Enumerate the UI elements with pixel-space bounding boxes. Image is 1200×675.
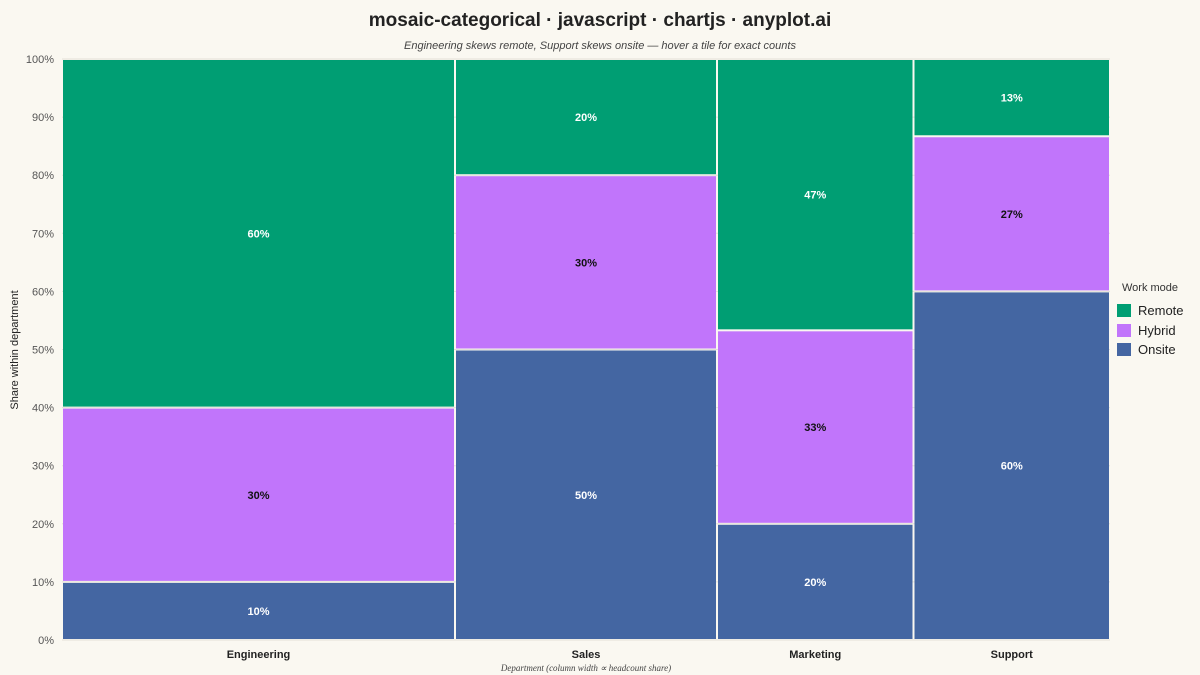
tile-marketing-onsite[interactable] [718,524,913,639]
tile-value-label: 30% [575,257,597,269]
legend-label: Remote [1138,303,1184,319]
tile-sales-hybrid[interactable] [456,176,716,349]
tile-marketing-hybrid[interactable] [718,331,913,523]
tile-value-label: 20% [575,112,597,124]
legend-label: Hybrid [1138,322,1176,338]
tile-sales-remote[interactable] [456,60,716,175]
y-axis-label: Share within department [9,290,21,409]
tile-value-label: 27% [1001,209,1023,221]
legend-label: Onsite [1138,342,1176,358]
y-tick-label: 10% [32,577,54,589]
x-axis-categories: Engineering Sales Marketing Support [227,649,1033,661]
y-tick-label: 70% [32,228,54,240]
tile-value-label: 20% [804,577,826,589]
tile-value-label: 47% [804,190,826,202]
x-axis-label: Department (column width ∝ headcount sha… [500,663,671,673]
tile-value-label: 50% [575,490,597,502]
legend-item-onsite[interactable]: Onsite [1117,340,1184,360]
legend-title: Work mode [1122,282,1179,294]
chart-title: mosaic-categorical · javascript · chartj… [368,10,832,31]
x-category-label: Support [991,649,1033,661]
tile-support-hybrid[interactable] [914,137,1110,291]
y-axis-ticks: 0% 10% 20% 30% 40% 50% 60% 70% 80% 90% 100% [26,54,54,647]
tile-engineering-onsite[interactable] [63,582,454,639]
y-tick-label: 80% [32,170,54,182]
x-category-label: Sales [572,649,601,661]
legend-item-hybrid[interactable]: Hybrid [1117,321,1184,341]
y-tick-label: 100% [26,54,54,66]
y-tick-label: 60% [32,286,54,298]
y-tick-label: 40% [32,403,54,415]
tile-value-label: 13% [1001,93,1023,105]
legend-swatch [1117,343,1131,357]
tile-sales-onsite[interactable] [456,350,716,640]
tile-engineering-hybrid[interactable] [63,408,454,581]
y-tick-label: 50% [32,345,54,357]
legend-item-remote[interactable]: Remote [1117,301,1184,321]
y-tick-label: 90% [32,112,54,124]
x-category-label: Marketing [789,649,841,661]
tile-support-remote[interactable] [914,60,1110,136]
chart-subtitle: Engineering skews remote, Support skews … [404,40,796,52]
tile-engineering-remote[interactable] [63,60,454,407]
tile-value-label: 33% [804,422,826,434]
tile-support-onsite[interactable] [914,292,1110,639]
y-tick-label: 20% [32,519,54,531]
legend-swatch [1117,323,1131,337]
legend: Work mode Remote Hybrid Onsite [1117,282,1184,360]
x-category-label: Engineering [227,649,291,661]
tile-value-label: 30% [247,490,269,502]
y-tick-label: 30% [32,461,54,473]
y-tick-label: 0% [38,635,54,647]
tile-marketing-remote[interactable] [718,60,913,330]
tile-value-label: 10% [247,606,269,618]
legend-swatch [1117,304,1131,318]
mosaic-tiles: 10% 30% 60% 50% 30% 20% 20% 33% 47% 60% 27% 13% [63,60,1109,639]
tile-value-label: 60% [247,228,269,240]
tile-value-label: 60% [1001,461,1023,473]
